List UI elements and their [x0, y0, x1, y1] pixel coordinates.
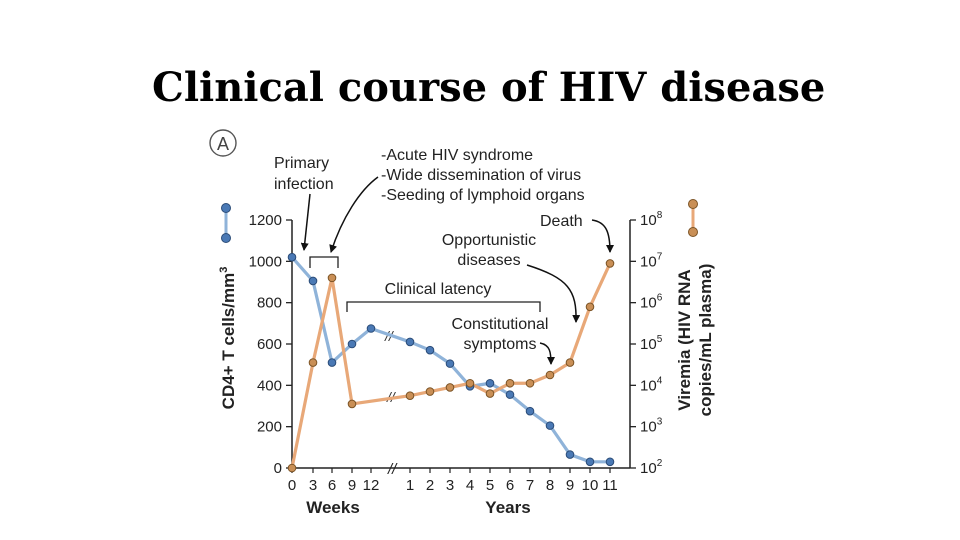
annotation-acute-line2: -Wide dissemination of virus [381, 167, 581, 184]
annotation-primary-line1: Primary [274, 155, 329, 172]
svg-text:CD4+ T cells/mm3: CD4+ T cells/mm3 [218, 267, 238, 410]
cd4-point [545, 421, 555, 430]
right-tick-label: 105 [640, 334, 663, 353]
axis-break-bottom: // [387, 461, 398, 478]
x-axis-label-years: Years [485, 498, 530, 517]
x-tick-label: 2 [426, 477, 434, 494]
cd4-point [445, 359, 455, 368]
x-axis-label-weeks: Weeks [306, 498, 360, 517]
left-axis-ticks: 0 200 400 600 800 1000 1200 [249, 212, 292, 477]
arrow-constitutional [539, 342, 555, 365]
left-tick-label: 1200 [249, 212, 282, 229]
x-tick-label: 4 [466, 477, 474, 494]
x-tick-label: 6 [328, 477, 336, 494]
arrow-primary-infection [300, 193, 311, 251]
viremia-point [545, 370, 555, 380]
series-layer [287, 252, 615, 473]
annotation-death: Death [540, 213, 583, 230]
x-tick-label: 3 [309, 477, 317, 494]
viremia-point [308, 358, 318, 367]
left-tick-label: 1000 [249, 253, 282, 270]
left-tick-label: 800 [257, 295, 282, 312]
viremia-point [327, 273, 337, 283]
arrow-acute [329, 176, 379, 253]
left-tick-label: 0 [274, 460, 282, 477]
viremia-point [485, 389, 495, 398]
annotation-acute-line1: -Acute HIV syndrome [381, 147, 533, 164]
right-tick-label: 103 [640, 417, 663, 436]
cd4-point [525, 406, 535, 416]
bracket-latency [346, 301, 541, 312]
viremia-point [445, 383, 455, 392]
x-tick-label: 1 [406, 477, 414, 494]
right-tick-label: 108 [640, 210, 663, 229]
left-tick-label: 200 [257, 419, 282, 436]
viremia-point [465, 378, 475, 388]
right-axis-title-line2: copies/mL plasma) [696, 264, 715, 417]
bracket-acute [309, 256, 339, 268]
annotation-primary-line2: infection [274, 176, 334, 193]
viremia-point [565, 358, 575, 367]
left-axis-title: CD4+ T cells/mm3 [218, 267, 238, 410]
viremia-point [347, 399, 357, 409]
viremia-point [525, 378, 535, 388]
annotation-opportunistic-line2: diseases [457, 252, 520, 269]
right-axis-title-line1: Viremia (HIV RNA [675, 269, 694, 410]
cd4-point [347, 339, 357, 349]
left-axis-title-text: CD4+ T cells/mm [219, 273, 238, 410]
annotation-latency: Clinical latency [385, 281, 492, 298]
cd4-point [485, 378, 495, 388]
annotation-opportunistic-line1: Opportunistic [442, 232, 536, 249]
x-tick-label: 5 [486, 477, 494, 494]
right-tick-label: 104 [640, 375, 663, 394]
annotation-constitutional-line1: Constitutional [452, 316, 549, 333]
cd4-legend-marker [221, 203, 231, 243]
cd4-point [327, 358, 337, 367]
viremia-point [405, 391, 415, 400]
arrow-death [591, 219, 614, 253]
viremia-point [287, 463, 297, 473]
annotation-acute-line3: -Seeding of lymphoid organs [381, 187, 585, 204]
cd4-point [308, 276, 318, 286]
cd4-line [290, 255, 612, 464]
x-tick-label: 6 [506, 477, 514, 494]
x-tick-label: 8 [546, 477, 554, 494]
viremia-point [585, 302, 595, 312]
x-tick-label: 9 [566, 477, 574, 494]
cd4-point [565, 450, 575, 459]
x-axis-ticks: 0 3 6 9 12 1 2 3 4 5 6 7 8 9 10 11 [288, 468, 618, 494]
x-tick-label: 0 [288, 477, 296, 494]
viremia-legend-marker [688, 199, 698, 237]
left-axis-title-sup: 3 [218, 267, 230, 273]
arrow-opportunistic [526, 264, 581, 323]
left-tick-label: 600 [257, 336, 282, 353]
x-tick-label: 7 [526, 477, 534, 494]
cd4-point [605, 457, 615, 467]
x-tick-label: 12 [363, 477, 380, 494]
viremia-point [605, 259, 615, 268]
viremia-point [505, 378, 515, 388]
right-axis-ticks: 102 103 104 105 106 107 108 [630, 210, 663, 477]
cd4-point [366, 324, 376, 333]
x-tick-label: 11 [602, 477, 618, 494]
panel-label: A [217, 134, 229, 154]
cd4-point [505, 390, 515, 399]
viremia-point [425, 387, 435, 396]
right-tick-label: 102 [640, 458, 663, 477]
cd4-point [287, 252, 297, 262]
cd4-point [405, 337, 415, 347]
right-tick-label: 106 [640, 293, 663, 312]
x-tick-label: 3 [446, 477, 454, 494]
x-tick-label: 10 [582, 477, 599, 494]
cd4-point [585, 457, 595, 467]
left-tick-label: 400 [257, 377, 282, 394]
panel-label-circle [209, 129, 237, 157]
slide-title: Clinical course of HIV disease [152, 64, 826, 111]
right-tick-label: 107 [640, 251, 663, 270]
cd4-point [425, 345, 435, 355]
annotation-constitutional-line2: symptoms [464, 336, 537, 353]
x-tick-label: 9 [348, 477, 356, 494]
